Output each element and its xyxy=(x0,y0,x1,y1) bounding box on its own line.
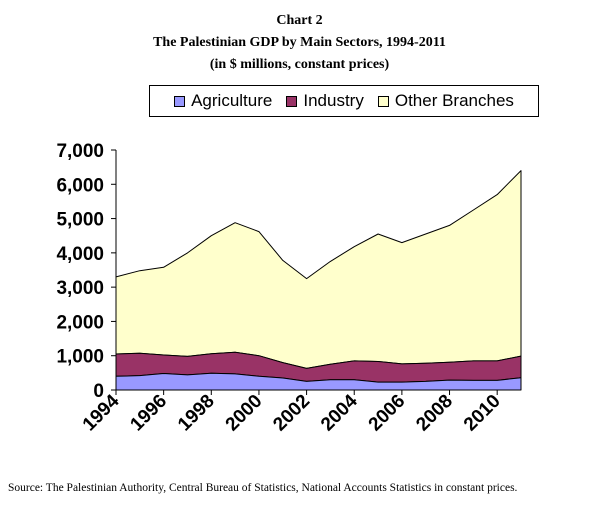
x-tick-label: 2008 xyxy=(412,391,457,436)
legend-item-industry: Industry xyxy=(286,91,364,111)
chart-title: The Palestinian GDP by Main Sectors, 199… xyxy=(153,35,446,50)
source-note: Source: The Palestinian Authority, Centr… xyxy=(8,482,518,494)
stacked-area-chart: 0 1,000 2,000 3,000 4,000 5,000 6,000 7,000 1994… xyxy=(56,141,522,436)
chart-legend: Agriculture Industry Other Branches xyxy=(149,85,539,117)
legend-swatch-industry xyxy=(286,95,298,107)
legend-swatch-agriculture xyxy=(174,95,186,107)
y-tick-label: 0 xyxy=(93,381,104,402)
x-tick-label: 1994 xyxy=(79,390,124,435)
legend-swatch-other-branches xyxy=(377,95,389,107)
chart-number: Chart 2 xyxy=(276,13,323,28)
x-tick-label: 1998 xyxy=(174,391,219,436)
y-tick-label: 2,000 xyxy=(56,312,104,333)
chart-title-block: Chart 2 The Palestinian GDP by Main Sect… xyxy=(0,10,599,76)
x-tick-label: 2006 xyxy=(365,391,410,436)
x-tick-label: 2002 xyxy=(269,391,314,436)
y-tick-label: 1,000 xyxy=(56,347,104,368)
legend-label-agriculture: Agriculture xyxy=(191,91,273,110)
y-tick-label: 4,000 xyxy=(56,244,104,265)
y-tick-label: 6,000 xyxy=(56,175,104,196)
legend-label-other-branches: Other Branches xyxy=(394,91,514,110)
y-tick-label: 5,000 xyxy=(56,210,104,231)
x-tick-label: 2000 xyxy=(222,391,267,436)
legend-item-agriculture: Agriculture xyxy=(174,91,272,111)
legend-item-other-branches: Other Branches xyxy=(377,91,514,111)
y-tick-label: 7,000 xyxy=(56,141,104,162)
x-tick-label: 2004 xyxy=(317,390,362,435)
y-tick-label: 3,000 xyxy=(56,278,104,299)
legend-label-industry: Industry xyxy=(303,91,364,110)
x-tick-label: 1996 xyxy=(126,391,171,436)
chart-subtitle: (in $ millions, constant prices) xyxy=(209,57,390,72)
x-tick-label: 2010 xyxy=(460,391,505,436)
area-other-branches xyxy=(115,170,522,369)
